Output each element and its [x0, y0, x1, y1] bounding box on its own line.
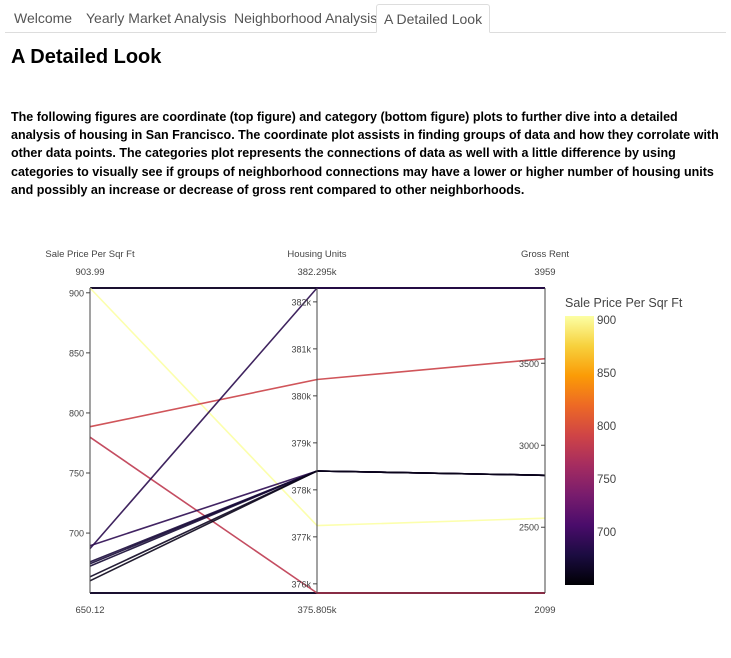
colorbar-tick-label-3: 850	[597, 368, 616, 380]
axis-0-tick-label-4: 900	[69, 288, 84, 298]
axis-max-label-1: 382.295k	[297, 267, 336, 278]
axis-0-tick-label-1: 750	[69, 469, 84, 479]
axis-1-tick-label-1: 377k	[291, 532, 311, 542]
axis-title-2: Gross Rent	[521, 249, 569, 260]
tab-yearly-market-analysis[interactable]: Yearly Market Analysis	[86, 10, 227, 26]
axis-max-label-0: 903.99	[75, 267, 104, 278]
tab-a-detailed-look[interactable]: A Detailed Look	[376, 4, 491, 33]
axis-2-tick-label-0: 2500	[519, 523, 539, 533]
axis-min-label-2: 2099	[534, 605, 555, 616]
tab-neighborhood-analysis[interactable]: Neighborhood Analysis	[234, 10, 378, 26]
page-description: The following figures are coordinate (to…	[11, 110, 719, 197]
colorbar-tick-label-4: 900	[597, 315, 616, 327]
axis-0-tick-label-2: 800	[69, 408, 84, 418]
axis-0-tick-label-0: 700	[69, 529, 84, 539]
page-title: A Detailed Look	[11, 46, 162, 68]
axis-min-label-1: 375.805k	[297, 605, 336, 616]
axis-1-tick-label-4: 380k	[291, 391, 311, 401]
axis-1-tick-label-3: 379k	[291, 438, 311, 448]
axis-title-0: Sale Price Per Sqr Ft	[45, 249, 135, 260]
axis-1-tick-label-6: 382k	[291, 297, 311, 307]
axis-1-tick-label-2: 378k	[291, 485, 311, 495]
axis-2-tick-label-1: 3000	[519, 441, 539, 451]
colorbar-title: Sale Price Per Sqr Ft	[565, 296, 683, 310]
tab-bar: Welcome Yearly Market Analysis Neighborh…	[5, 4, 726, 33]
colorbar-tick-label-0: 700	[597, 527, 616, 539]
colorbar-tick-label-1: 750	[597, 474, 616, 486]
axis-0-tick-label-3: 850	[69, 348, 84, 358]
axis-max-label-2: 3959	[534, 267, 555, 278]
tab-welcome[interactable]: Welcome	[14, 10, 73, 26]
colorbar-tick-label-2: 800	[597, 421, 616, 433]
axis-1-tick-label-0: 376k	[291, 579, 311, 589]
axis-title-1: Housing Units	[287, 249, 346, 260]
axis-1-tick-label-5: 381k	[291, 344, 311, 354]
axis-2-tick-label-2: 3500	[519, 359, 539, 369]
axis-min-label-0: 650.12	[75, 605, 104, 616]
colorbar-gradient	[565, 316, 594, 585]
